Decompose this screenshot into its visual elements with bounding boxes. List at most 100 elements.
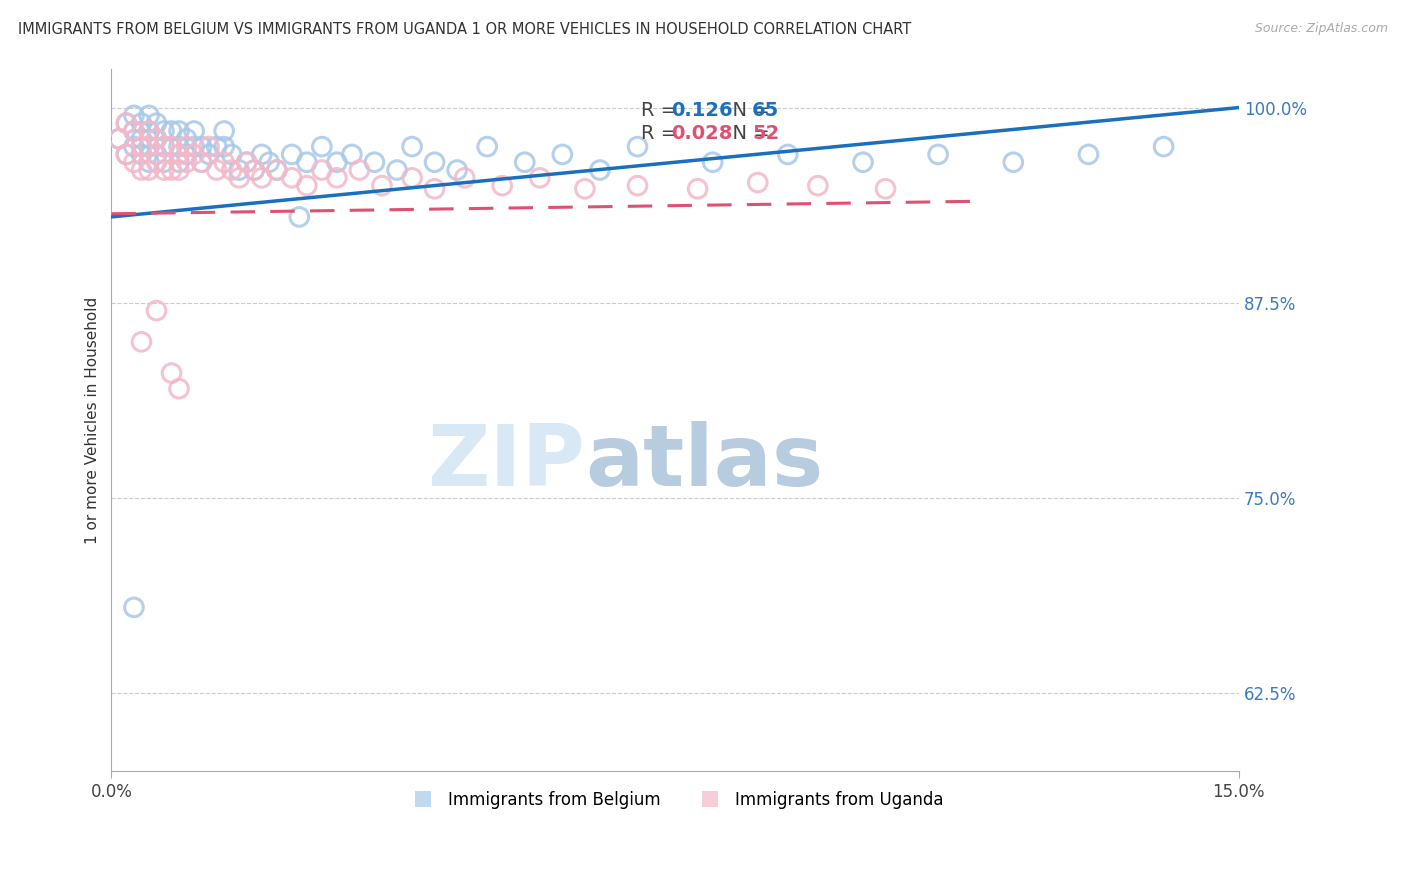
Point — [551, 147, 574, 161]
Point — [153, 139, 176, 153]
Point — [326, 170, 349, 185]
Point — [138, 139, 160, 153]
Point — [138, 124, 160, 138]
Point — [349, 163, 371, 178]
Point — [205, 139, 228, 153]
Point — [852, 155, 875, 169]
Point — [243, 163, 266, 178]
Point — [1153, 139, 1175, 153]
Point — [423, 182, 446, 196]
Text: Source: ZipAtlas.com: Source: ZipAtlas.com — [1254, 22, 1388, 36]
Point — [401, 139, 423, 153]
Point — [281, 147, 304, 161]
Text: R =: R = — [641, 124, 683, 144]
Point — [326, 155, 349, 169]
Point — [176, 147, 198, 161]
Point — [807, 178, 830, 193]
Text: 52: 52 — [752, 124, 779, 144]
Point — [190, 155, 212, 169]
Point — [167, 163, 190, 178]
Point — [243, 163, 266, 178]
Text: N =: N = — [720, 124, 776, 144]
Point — [257, 155, 280, 169]
Point — [153, 139, 176, 153]
Point — [122, 600, 145, 615]
Point — [167, 139, 190, 153]
Point — [160, 124, 183, 138]
Point — [401, 170, 423, 185]
Point — [250, 147, 273, 161]
Point — [212, 155, 235, 169]
Point — [115, 116, 138, 130]
Point — [145, 116, 167, 130]
Point — [686, 182, 709, 196]
Point — [776, 147, 799, 161]
Point — [145, 132, 167, 146]
Text: IMMIGRANTS FROM BELGIUM VS IMMIGRANTS FROM UGANDA 1 OR MORE VEHICLES IN HOUSEHOL: IMMIGRANTS FROM BELGIUM VS IMMIGRANTS FR… — [18, 22, 911, 37]
Point — [176, 155, 198, 169]
Point — [131, 132, 153, 146]
Point — [221, 163, 243, 178]
Point — [446, 163, 468, 178]
Point — [138, 139, 160, 153]
Point — [131, 334, 153, 349]
Point — [371, 178, 394, 193]
Text: atlas: atlas — [585, 421, 823, 504]
Point — [574, 182, 596, 196]
Point — [295, 178, 318, 193]
Point — [311, 139, 333, 153]
Point — [115, 116, 138, 130]
Point — [122, 124, 145, 138]
Point — [122, 124, 145, 138]
Point — [145, 303, 167, 318]
Point — [167, 382, 190, 396]
Point — [491, 178, 513, 193]
Point — [138, 124, 160, 138]
Point — [167, 155, 190, 169]
Text: N =: N = — [720, 101, 776, 120]
Point — [131, 163, 153, 178]
Point — [250, 170, 273, 185]
Point — [160, 366, 183, 380]
Point — [589, 163, 612, 178]
Point — [198, 139, 221, 153]
Point — [205, 163, 228, 178]
Point — [131, 139, 153, 153]
Point — [138, 155, 160, 169]
Point — [176, 139, 198, 153]
Point — [288, 210, 311, 224]
Point — [266, 163, 288, 178]
Point — [167, 147, 190, 161]
Point — [160, 139, 183, 153]
Y-axis label: 1 or more Vehicles in Household: 1 or more Vehicles in Household — [86, 296, 100, 543]
Point — [167, 124, 190, 138]
Point — [153, 163, 176, 178]
Text: R =: R = — [641, 101, 683, 120]
Point — [702, 155, 724, 169]
Point — [183, 124, 205, 138]
Point — [138, 163, 160, 178]
Point — [183, 147, 205, 161]
Point — [122, 155, 145, 169]
Point — [145, 147, 167, 161]
Point — [131, 116, 153, 130]
Point — [529, 170, 551, 185]
Point — [122, 108, 145, 122]
Point — [1077, 147, 1099, 161]
Point — [295, 155, 318, 169]
Point — [183, 139, 205, 153]
Point — [221, 147, 243, 161]
Point — [363, 155, 385, 169]
Point — [108, 132, 131, 146]
Text: 65: 65 — [752, 101, 779, 120]
Point — [228, 163, 250, 178]
Text: 0.028: 0.028 — [671, 124, 733, 144]
Point — [131, 147, 153, 161]
Legend: Immigrants from Belgium, Immigrants from Uganda: Immigrants from Belgium, Immigrants from… — [399, 784, 950, 816]
Point — [875, 182, 897, 196]
Point — [190, 139, 212, 153]
Point — [153, 155, 176, 169]
Point — [235, 155, 257, 169]
Point — [453, 170, 475, 185]
Point — [228, 170, 250, 185]
